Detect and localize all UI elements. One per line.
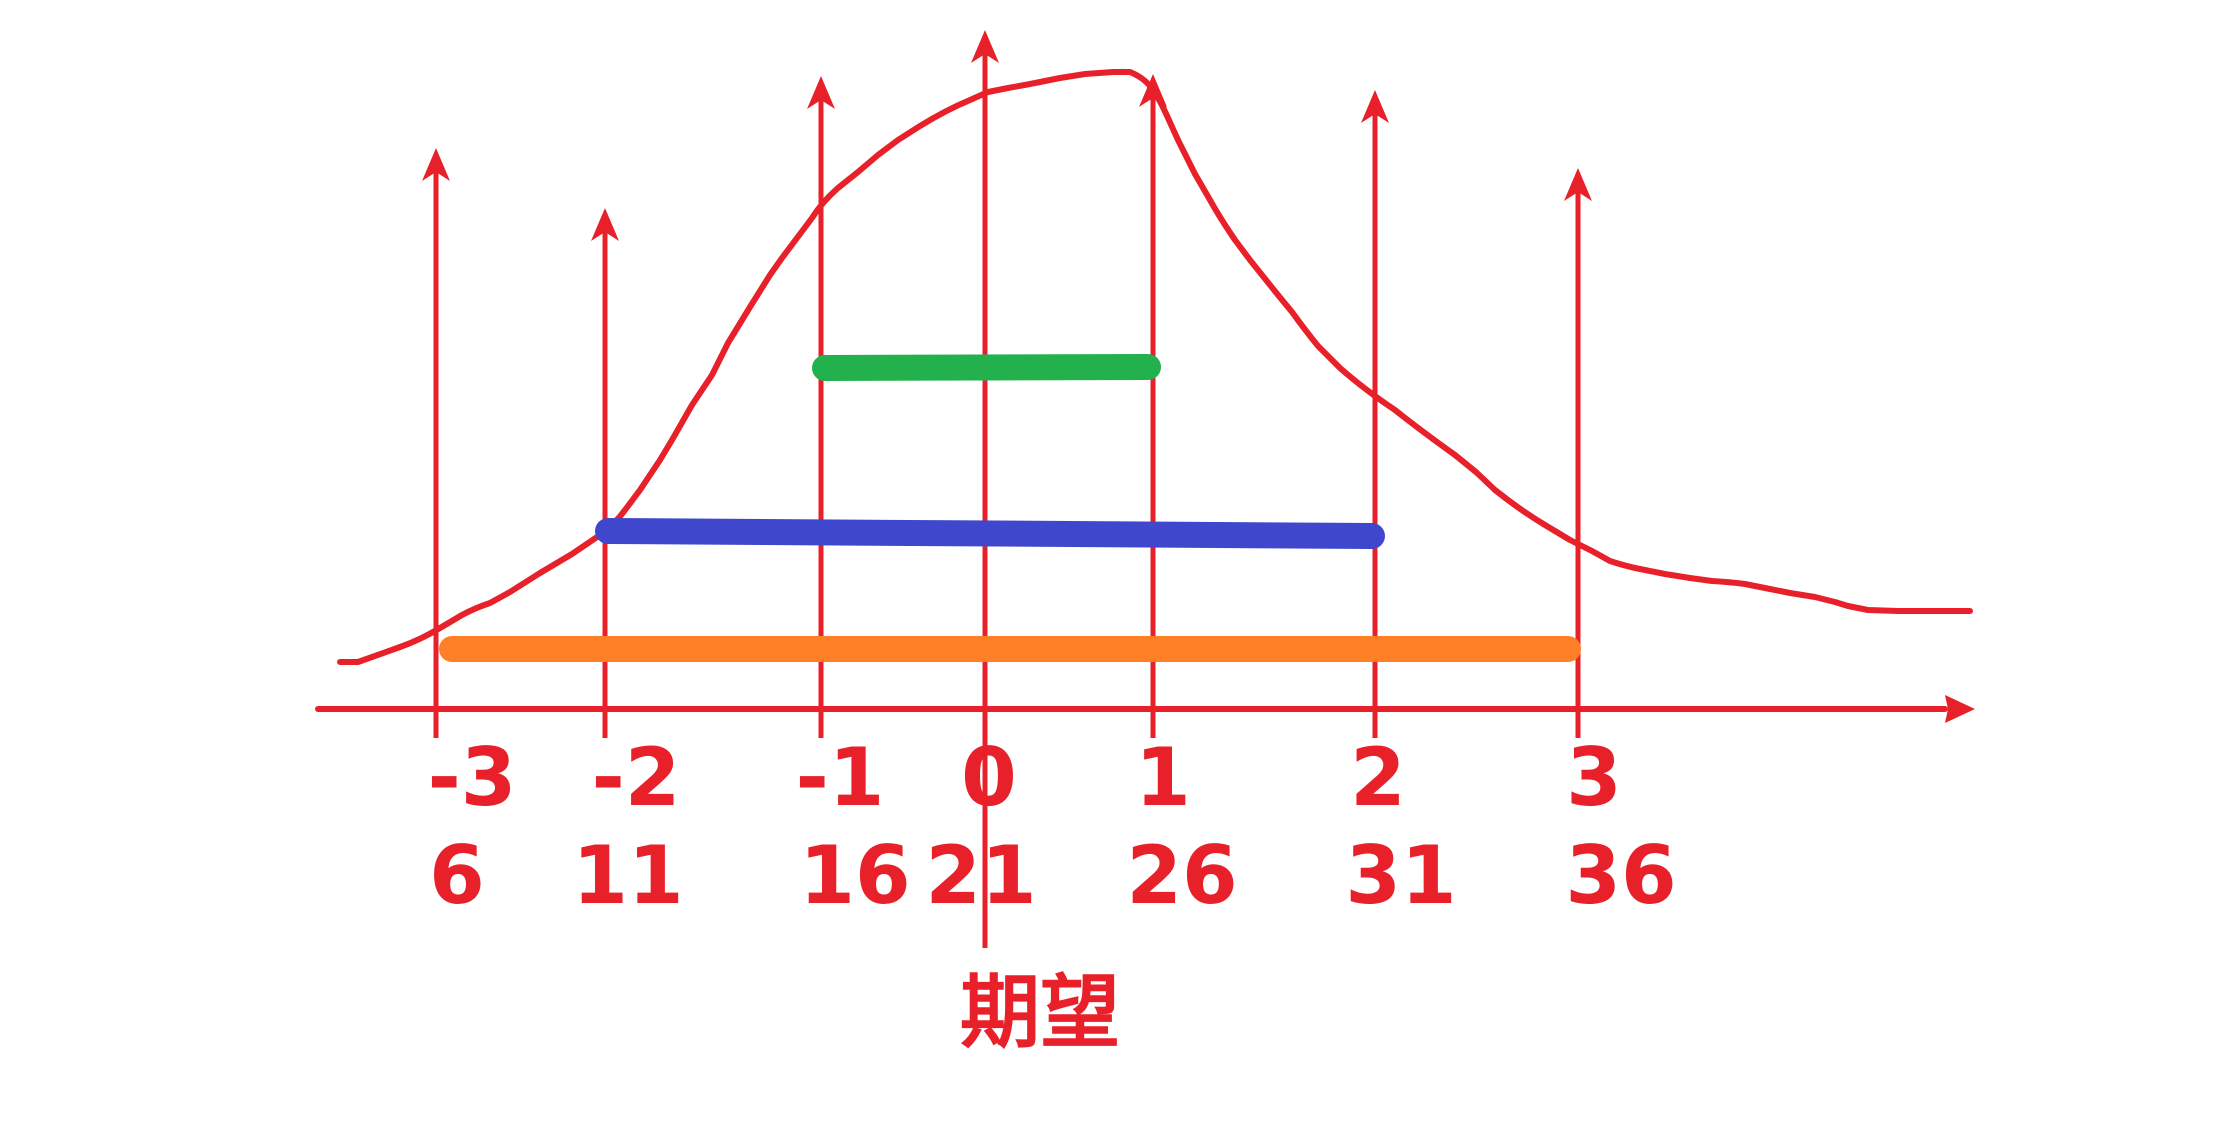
value-label: 6: [429, 829, 485, 922]
arrow-up-icon: [422, 148, 450, 181]
band-1-sigma: [812, 354, 1161, 381]
value-labels: 6 11 16 21 26 31 36: [429, 829, 1677, 922]
value-label: 21: [925, 829, 1036, 922]
bell-curve: [337, 69, 1973, 665]
x-axis-arrow: [1945, 695, 1975, 723]
sigma-labels: -3 -2 -1 0 1 2 3: [428, 731, 1622, 824]
sigma-label: 2: [1350, 731, 1406, 824]
value-label: 26: [1126, 829, 1237, 922]
value-label: 16: [799, 829, 910, 922]
arrow-up-icon: [1564, 168, 1592, 201]
value-label: 36: [1565, 829, 1676, 922]
value-label: 31: [1345, 829, 1456, 922]
sigma-label: -2: [592, 731, 681, 824]
arrow-up-icon: [1361, 90, 1389, 123]
sigma-label: 1: [1135, 731, 1191, 824]
sigma-label: -3: [428, 731, 517, 824]
arrow-up-icon: [971, 30, 999, 63]
band-2-sigma: [595, 518, 1385, 549]
expectation-caption: 期望: [960, 966, 1120, 1059]
sigma-label: 3: [1566, 731, 1622, 824]
sigma-label: 0: [961, 731, 1017, 824]
sigma-label: -1: [796, 731, 885, 824]
value-label: 11: [572, 829, 683, 922]
arrow-up-icon: [807, 76, 835, 109]
arrow-up-icon: [591, 208, 619, 241]
